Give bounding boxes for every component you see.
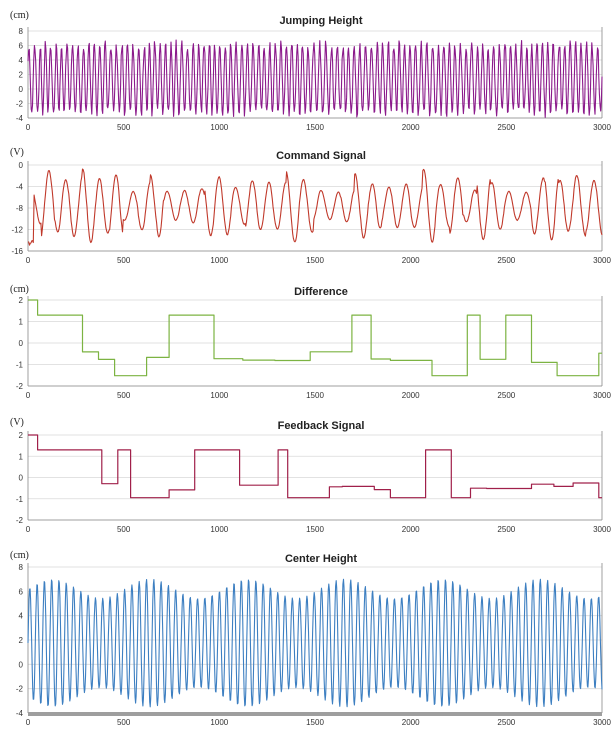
y-tick-label: 0 <box>19 161 24 170</box>
x-tick-label: 1000 <box>210 256 228 265</box>
y-tick-label: 2 <box>19 71 24 80</box>
x-tick-label: 2500 <box>497 123 515 132</box>
chart-2: Command Signal(V)0-4-8-12-160 500 1000 1500… <box>10 147 611 265</box>
x-tick-label: 3000 <box>593 256 611 265</box>
y-tick-label: -8 <box>16 204 24 213</box>
x-tick-label: 2000 <box>402 256 420 265</box>
y-tick-label: -4 <box>16 114 24 123</box>
x-tick-label: 1500 <box>306 525 324 534</box>
x-tick-label: 0 <box>26 718 31 727</box>
series-line <box>27 578 603 708</box>
y-tick-label: 0 <box>19 660 24 669</box>
x-tick-label: 1500 <box>306 391 324 400</box>
x-tick-label: 1000 <box>210 391 228 400</box>
y-tick-label: -2 <box>16 516 24 525</box>
y-tick-label: -1 <box>16 495 24 504</box>
y-tick-label: -1 <box>16 361 24 370</box>
y-tick-label: 1 <box>19 318 24 327</box>
x-tick-label: 1000 <box>210 718 228 727</box>
y-unit-label: (V) <box>10 147 24 158</box>
y-tick-label: 6 <box>19 42 24 51</box>
chart-4: Feedback Signal(V)210-1-20 500 1000 1500 200… <box>10 417 611 534</box>
y-tick-label: 8 <box>19 27 24 36</box>
y-tick-label: 6 <box>19 587 24 596</box>
y-tick-label: -2 <box>16 685 24 694</box>
series-line <box>27 39 603 118</box>
x-tick-label: 2500 <box>497 525 515 534</box>
x-tick-label: 500 <box>117 256 131 265</box>
y-tick-label: 2 <box>19 296 24 305</box>
x-tick-label: 2000 <box>402 391 420 400</box>
chart-title: Feedback Signal <box>278 420 365 432</box>
x-tick-label: 500 <box>117 718 131 727</box>
y-tick-label: 2 <box>19 636 24 645</box>
x-tick-label: 1000 <box>210 123 228 132</box>
x-tick-label: 3000 <box>593 123 611 132</box>
x-tick-label: 2500 <box>497 718 515 727</box>
x-tick-label: 0 <box>26 123 31 132</box>
y-unit-label: (cm) <box>10 284 29 295</box>
y-tick-label: 8 <box>19 563 24 572</box>
series-line <box>28 434 602 499</box>
y-unit-label: (V) <box>10 417 24 428</box>
chart-title: Center Height <box>285 553 357 565</box>
x-tick-label: 2500 <box>497 391 515 400</box>
x-tick-label: 0 <box>26 391 31 400</box>
x-tick-label: 1500 <box>306 718 324 727</box>
y-tick-label: -2 <box>16 382 24 391</box>
y-unit-label: (cm) <box>10 10 29 21</box>
x-tick-label: 3000 <box>593 718 611 727</box>
y-tick-label: 4 <box>19 56 24 65</box>
x-tick-label: 2000 <box>402 525 420 534</box>
x-tick-label: 0 <box>26 525 31 534</box>
y-tick-label: -2 <box>16 100 24 109</box>
x-tick-label: 2000 <box>402 123 420 132</box>
x-tick-label: 500 <box>117 525 131 534</box>
x-tick-label: 3000 <box>593 391 611 400</box>
x-tick-label: 500 <box>117 391 131 400</box>
y-tick-label: 1 <box>19 452 24 461</box>
y-unit-label: (cm) <box>10 550 29 561</box>
x-tick-label: 1500 <box>306 123 324 132</box>
y-tick-label: -4 <box>16 709 24 718</box>
chart-title: Jumping Height <box>279 15 362 27</box>
chart-title: Command Signal <box>276 150 366 162</box>
y-tick-label: 2 <box>19 431 24 440</box>
y-tick-label: 4 <box>19 612 24 621</box>
series-line <box>27 168 603 246</box>
x-tick-label: 2500 <box>497 256 515 265</box>
y-tick-label: 0 <box>19 85 24 94</box>
y-tick-label: -4 <box>16 183 24 192</box>
bottom-bar <box>28 712 602 716</box>
y-tick-label: -16 <box>11 247 23 256</box>
chart-title: Difference <box>294 286 348 298</box>
chart-3: Difference(cm)210-1-20 500 1000 1500 2000 250… <box>10 284 611 400</box>
x-tick-label: 3000 <box>593 525 611 534</box>
series-line <box>28 299 602 377</box>
x-tick-label: 500 <box>117 123 131 132</box>
x-tick-label: 1000 <box>210 525 228 534</box>
y-tick-label: 0 <box>19 474 24 483</box>
y-tick-label: -12 <box>11 226 23 235</box>
x-tick-label: 1500 <box>306 256 324 265</box>
y-tick-label: 0 <box>19 339 24 348</box>
x-tick-label: 0 <box>26 256 31 265</box>
x-tick-label: 2000 <box>402 718 420 727</box>
